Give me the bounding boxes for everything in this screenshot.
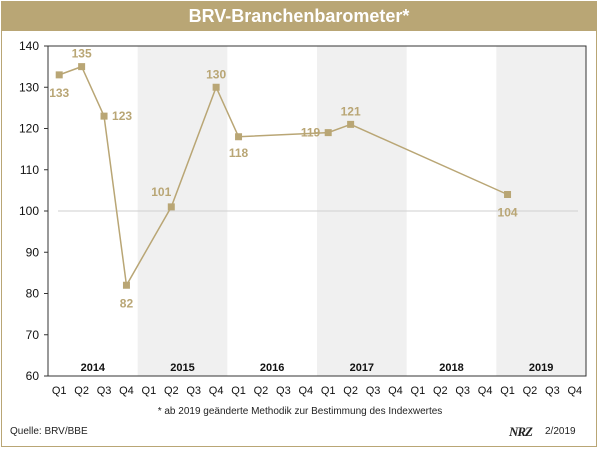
data-label: 104 — [498, 206, 518, 220]
x-tick-label: Q3 — [97, 385, 112, 397]
y-tick-label: 60 — [26, 369, 40, 383]
x-tick-label: Q4 — [478, 385, 493, 397]
x-tick-label: Q2 — [343, 385, 358, 397]
data-label: 135 — [72, 47, 92, 61]
data-label: 82 — [120, 296, 134, 310]
x-tick-label: Q3 — [545, 385, 560, 397]
y-tick-label: 80 — [26, 287, 40, 301]
x-tick-label: Q2 — [254, 385, 269, 397]
y-tick-label: 130 — [19, 80, 39, 94]
x-tick-label: Q3 — [276, 385, 291, 397]
data-point — [324, 129, 332, 137]
x-tick-label: Q1 — [321, 385, 336, 397]
x-tick-label: Q4 — [209, 385, 224, 397]
data-label: 119 — [301, 126, 321, 140]
data-point — [55, 71, 63, 79]
year-label: 2014 — [81, 362, 106, 374]
x-tick-label: Q3 — [186, 385, 201, 397]
y-tick-label: 100 — [19, 204, 39, 218]
data-point — [100, 112, 108, 120]
x-tick-label: Q4 — [567, 385, 582, 397]
footnote: * ab 2019 geänderte Methodik zur Bestimm… — [157, 406, 443, 417]
source-label: Quelle: BRV/BBE — [10, 426, 88, 437]
y-tick-label: 90 — [26, 245, 40, 259]
x-tick-label: Q2 — [523, 385, 538, 397]
x-tick-label: Q1 — [500, 385, 515, 397]
y-tick-label: 70 — [26, 328, 40, 342]
data-point — [122, 281, 130, 289]
brand-logo: NRZ — [509, 424, 533, 439]
data-point — [504, 191, 512, 198]
year-label: 2019 — [529, 362, 553, 374]
year-label: 2015 — [170, 362, 194, 374]
data-point — [347, 120, 355, 128]
data-label: 123 — [112, 109, 132, 123]
x-tick-label: Q4 — [298, 385, 313, 397]
x-tick-label: Q2 — [74, 385, 89, 397]
x-tick-label: Q1 — [142, 385, 157, 397]
year-label: 2018 — [439, 362, 463, 374]
chart-title: BRV-Branchenbarometer* — [2, 2, 596, 31]
series-line — [58, 65, 508, 288]
x-tick-label: Q3 — [366, 385, 381, 397]
x-tick-label: Q4 — [388, 385, 403, 397]
year-label: 2017 — [350, 362, 374, 374]
y-tick-label: 120 — [19, 122, 39, 136]
x-tick-label: Q2 — [433, 385, 448, 397]
data-point — [235, 133, 243, 141]
x-tick-label: Q1 — [231, 385, 246, 397]
x-tick-label: Q1 — [52, 385, 67, 397]
x-tick-label: Q2 — [164, 385, 179, 397]
data-point — [78, 63, 86, 71]
x-tick-label: Q4 — [119, 385, 134, 397]
data-label: 118 — [229, 146, 249, 160]
data-label: 130 — [206, 67, 226, 81]
data-label: 101 — [151, 185, 171, 199]
data-label: 121 — [341, 104, 361, 118]
year-label: 2016 — [260, 362, 284, 374]
x-tick-label: Q1 — [411, 385, 426, 397]
data-point — [167, 203, 175, 211]
data-point — [212, 83, 220, 91]
issue-date: 2/2019 — [545, 426, 576, 437]
y-tick-label: 140 — [19, 39, 39, 53]
data-label: 133 — [49, 86, 69, 100]
x-tick-label: Q3 — [455, 385, 470, 397]
y-tick-label: 110 — [20, 163, 39, 177]
